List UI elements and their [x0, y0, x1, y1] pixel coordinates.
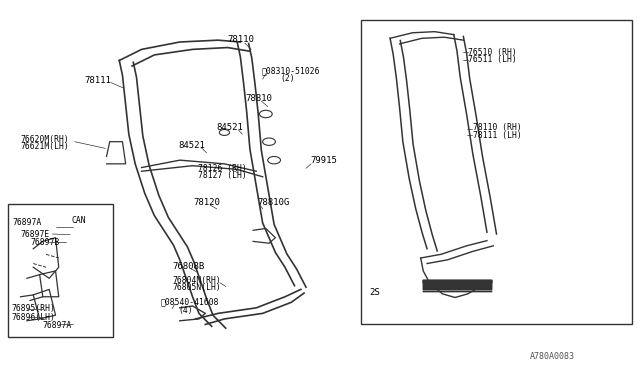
Text: 76805N(LH): 76805N(LH): [172, 283, 221, 292]
Bar: [362, 20, 632, 324]
Text: 76897B: 76897B: [30, 238, 60, 247]
Text: 76895(RH): 76895(RH): [11, 304, 55, 314]
Text: 76511 (LH): 76511 (LH): [468, 55, 517, 64]
Text: 84521: 84521: [217, 123, 244, 132]
Text: 78111: 78111: [84, 76, 111, 84]
Text: 2S: 2S: [370, 288, 380, 297]
Text: Ⓝ08310-51026: Ⓝ08310-51026: [261, 66, 320, 75]
Text: 78110: 78110: [228, 35, 255, 44]
Text: 78110 (RH): 78110 (RH): [473, 123, 522, 132]
Text: 78111 (LH): 78111 (LH): [473, 131, 522, 140]
Text: 76621M(LH): 76621M(LH): [20, 142, 69, 151]
Text: Ⓝ08540-41608: Ⓝ08540-41608: [161, 297, 219, 306]
Text: 76897A: 76897A: [13, 218, 42, 227]
Text: 78120: 78120: [194, 198, 221, 207]
Text: 78810G: 78810G: [257, 198, 290, 207]
Text: 76897E: 76897E: [20, 230, 50, 239]
Text: CAN: CAN: [72, 216, 86, 225]
Bar: [8, 205, 113, 337]
Text: 76620M(RH): 76620M(RH): [20, 135, 69, 144]
Text: 76808B: 76808B: [172, 262, 204, 271]
Text: 76897A: 76897A: [43, 321, 72, 330]
Text: 76804N(RH): 76804N(RH): [172, 276, 221, 285]
Text: 78126 (RH): 78126 (RH): [198, 164, 246, 173]
Text: 78127 (LH): 78127 (LH): [198, 171, 246, 180]
Text: A780A0083: A780A0083: [531, 352, 575, 362]
Text: 78810: 78810: [246, 94, 273, 103]
Text: 79915: 79915: [310, 156, 337, 166]
Text: 76896(LH): 76896(LH): [11, 312, 55, 321]
Text: (4): (4): [179, 306, 193, 315]
Text: (2): (2): [280, 74, 295, 83]
Text: 84521: 84521: [179, 141, 205, 150]
Text: 76510 (RH): 76510 (RH): [468, 48, 517, 57]
